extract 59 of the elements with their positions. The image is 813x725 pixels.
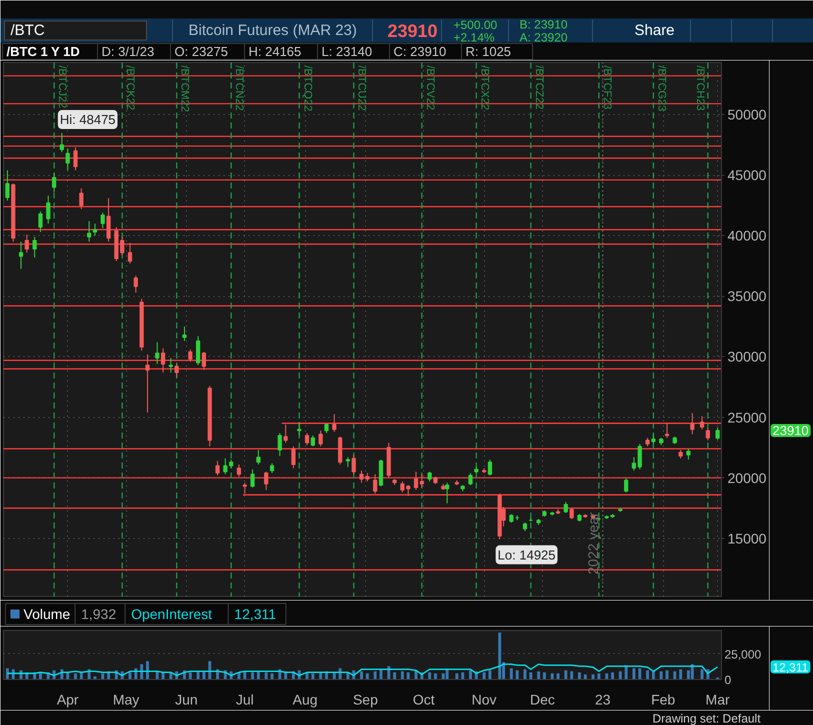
y-tick-label: 20000	[728, 470, 767, 486]
text: H: 24165	[248, 44, 302, 59]
y-tick-label: 25,000	[724, 647, 762, 662]
x-tick-label: Aug	[292, 692, 318, 708]
text: L: 23140	[322, 44, 372, 59]
ref-line-label: /BTCV22	[424, 66, 436, 110]
text: Drawing set: Default	[652, 712, 762, 725]
x-tick-label: 23	[595, 692, 611, 708]
y-tick-label: 50000	[728, 106, 767, 123]
text: 23910	[388, 21, 438, 41]
ref-line-label: 2022 year	[584, 512, 601, 574]
x-tick-label: Apr	[56, 692, 79, 708]
text: R: 1025	[466, 44, 512, 59]
text: /BTC	[10, 22, 45, 39]
text: D: 3/1/23	[102, 44, 154, 59]
ref-line-label: /BTCG23	[655, 66, 668, 112]
text: C: 23910	[394, 44, 446, 59]
ref-line-label: /BTCJ22	[56, 66, 68, 108]
y-tick-label: 45000	[728, 167, 767, 184]
x-tick-label: Jul	[236, 692, 254, 708]
text: +2.14%	[454, 30, 495, 44]
text: 12,311	[772, 660, 809, 674]
ref-line-label: /BTCF23	[600, 66, 613, 110]
annotation: Lo: 14925	[498, 547, 556, 562]
ref-line-label: /BTCN22	[233, 66, 246, 111]
chart-subtitle: /BTC 1 Y 1D	[6, 44, 80, 59]
x-tick-label: Feb	[651, 692, 676, 708]
ref-line-label: /BTCU22	[356, 66, 368, 111]
text: Share	[634, 22, 675, 39]
y-tick-label: 0	[724, 673, 732, 687]
y-tick-label: 35000	[728, 288, 767, 304]
x-tick-label: Jun	[175, 692, 198, 708]
y-tick-label: 25000	[728, 409, 767, 426]
ref-line-label: /BTCZ22	[532, 66, 545, 110]
ref-line-label: /BTCX22	[478, 66, 490, 110]
text: OpenInterest	[131, 606, 212, 622]
text: 12,311	[234, 606, 276, 622]
y-tick-label: 30000	[728, 348, 767, 365]
text: 23910	[772, 422, 809, 438]
annotation: Hi: 48475	[60, 112, 116, 128]
ref-line-label: /BTCK22	[124, 66, 136, 110]
x-tick-label: May	[112, 692, 140, 708]
text: 1,932	[81, 606, 116, 622]
legend-label: Volume	[24, 606, 70, 622]
ref-line-label: /BTCH23	[694, 66, 706, 111]
ref-line-label: /BTCQ22	[301, 66, 314, 112]
y-tick-label: 40000	[728, 228, 767, 244]
x-tick-label: Sep	[352, 692, 378, 708]
chart-title: Bitcoin Futures (MAR 23)	[188, 22, 357, 39]
x-tick-label: Dec	[530, 692, 555, 708]
x-tick-label: Mar	[706, 692, 730, 708]
text: A: 23920	[520, 30, 568, 44]
text: B: 23910	[520, 18, 568, 32]
text: O: 23275	[174, 44, 228, 59]
y-tick-label: 15000	[728, 530, 767, 546]
ref-line-label: /BTCM22	[178, 66, 191, 112]
x-tick-label: Nov	[472, 692, 497, 708]
text: +500.00	[454, 18, 498, 32]
x-tick-label: Oct	[412, 692, 435, 708]
